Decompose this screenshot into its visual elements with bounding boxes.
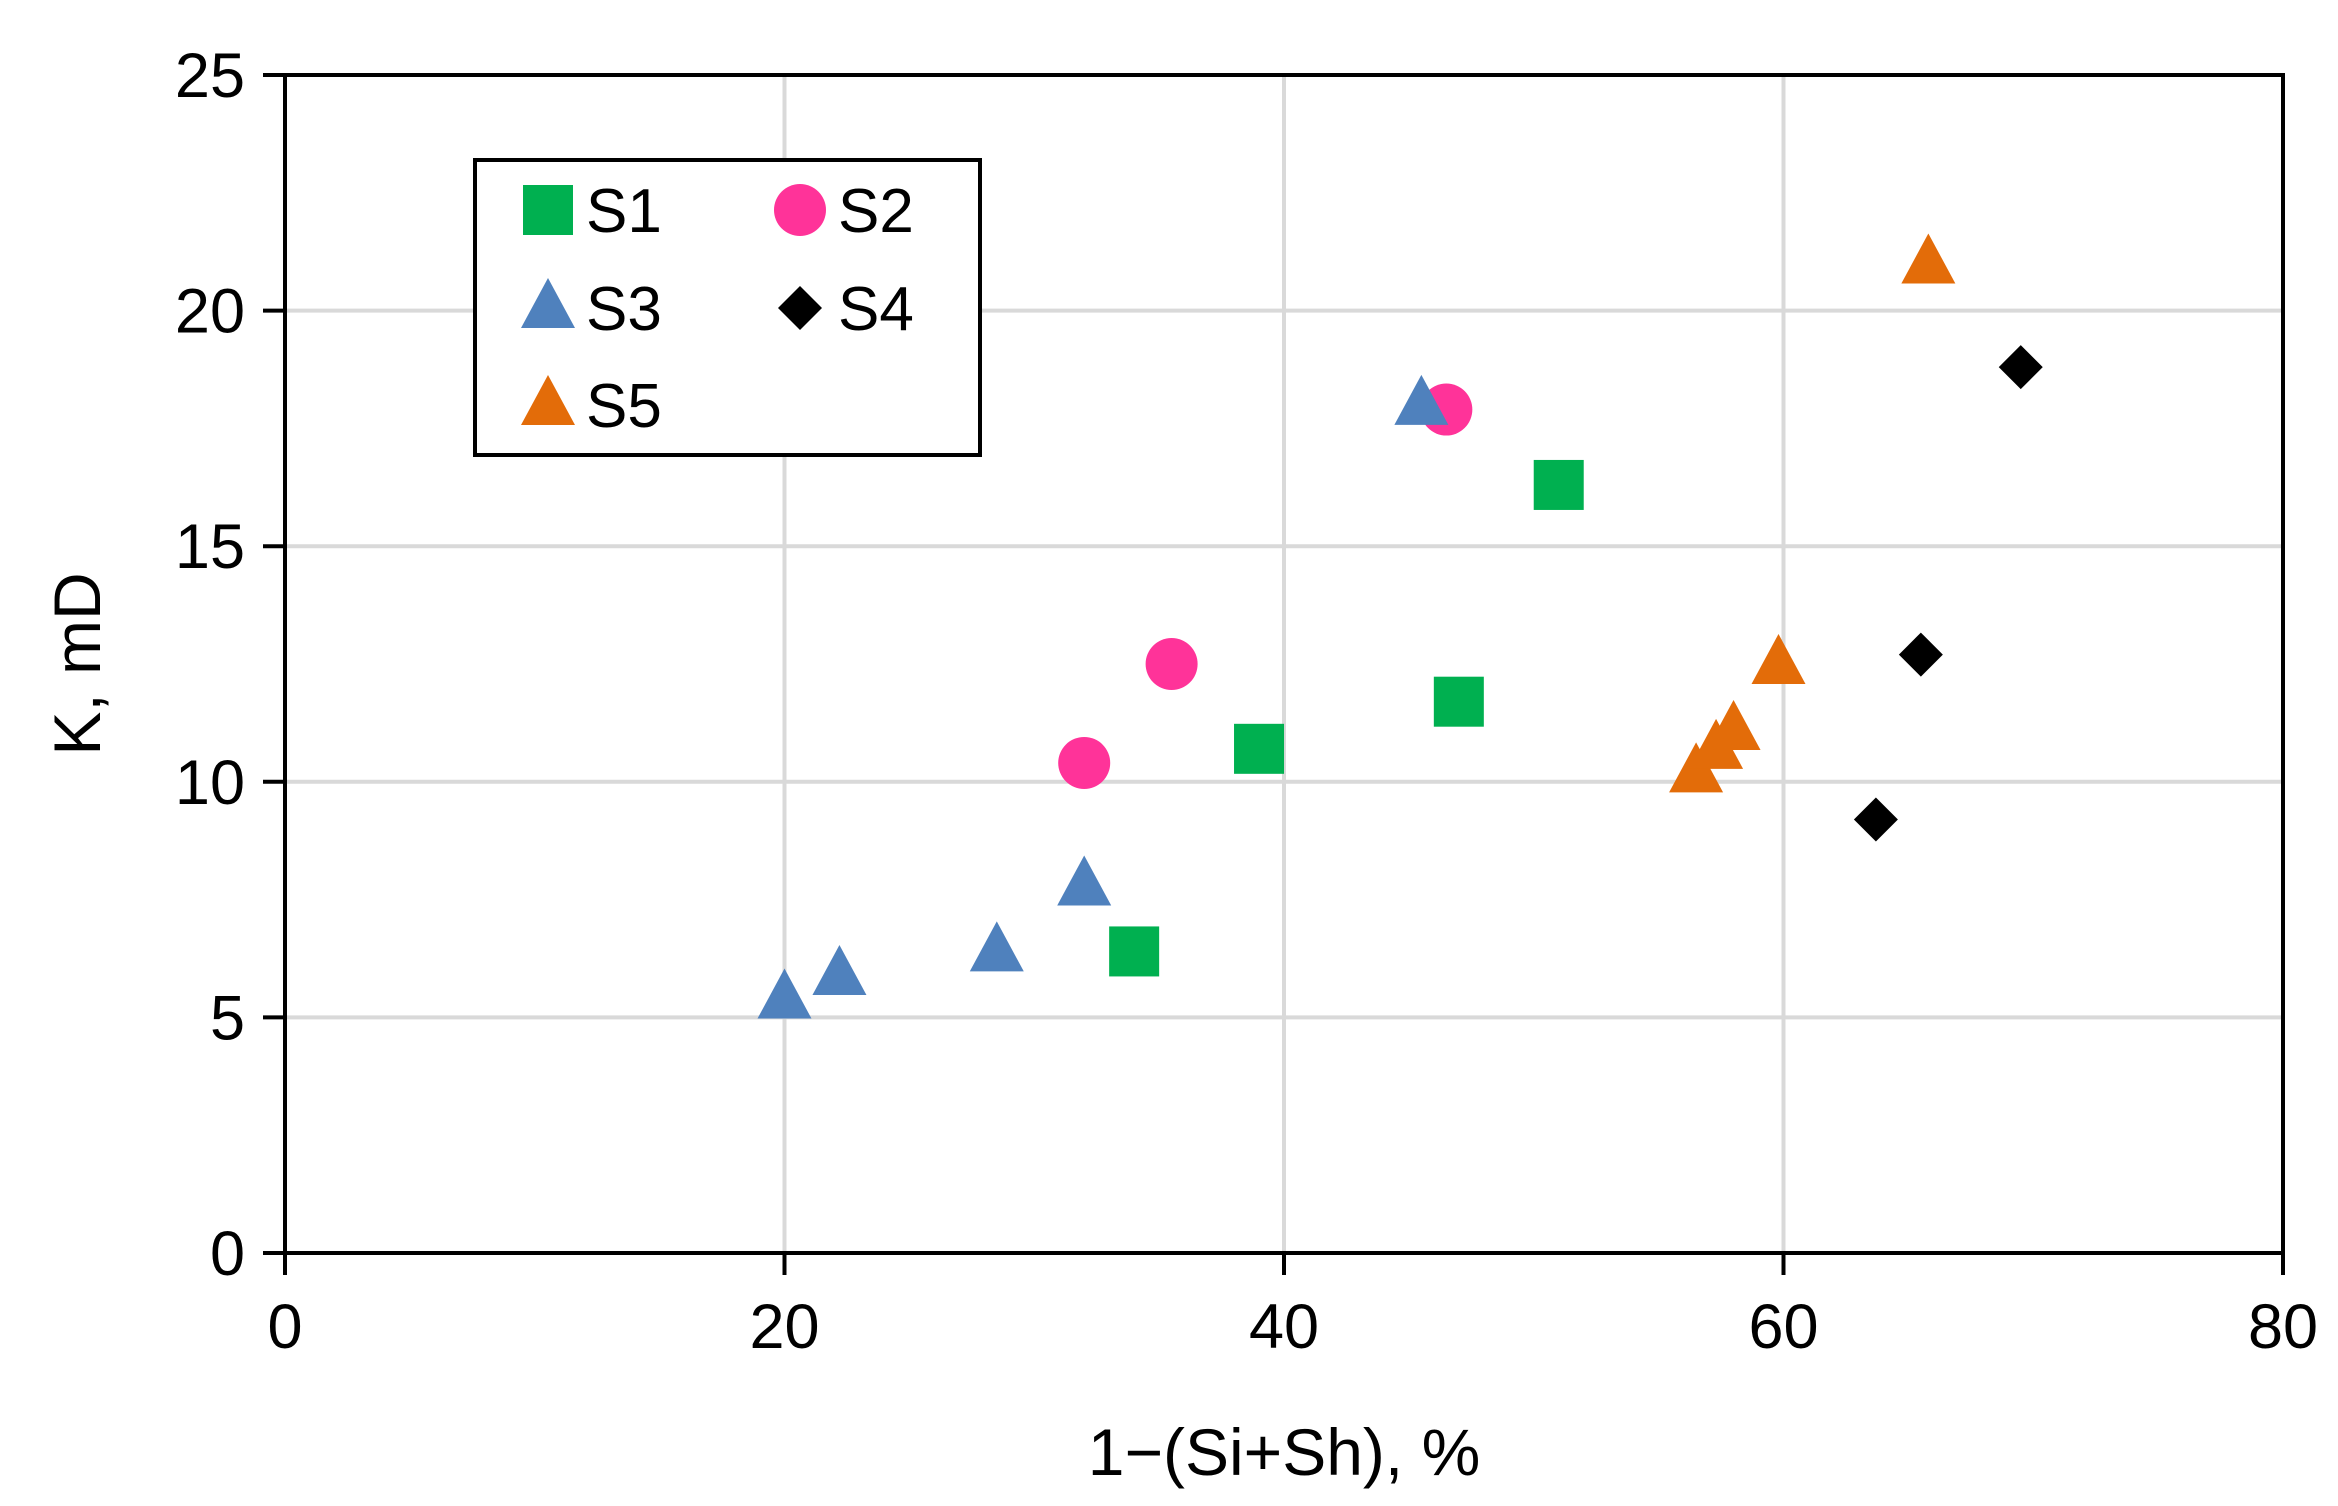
data-point-s1 <box>1234 723 1285 774</box>
legend-marker-s1 <box>523 185 573 235</box>
data-point-s2 <box>1145 638 1198 690</box>
legend-label-s4: S4 <box>838 275 914 344</box>
data-point-s5 <box>1751 634 1806 684</box>
legend-marker-s5 <box>521 375 575 425</box>
data-point-s2 <box>1058 736 1111 789</box>
data-point-s3 <box>1057 855 1112 906</box>
legend-item-s5: S5 <box>521 372 662 441</box>
series-s3 <box>757 374 1449 1019</box>
data-point-s5 <box>1706 699 1761 750</box>
legend-marker-s4 <box>778 286 822 330</box>
axis-ticks: 0 20 40 60 80 0 5 10 15 20 25 <box>175 41 2318 1362</box>
data-points <box>757 233 2043 1019</box>
legend-item-s2: S2 <box>774 177 914 246</box>
y-tick-label: 5 <box>210 983 245 1053</box>
legend-label-s5: S5 <box>586 372 662 441</box>
y-tick-label: 0 <box>210 1219 245 1289</box>
y-axis-title: K, mD <box>40 572 114 755</box>
data-point-s3 <box>812 944 867 995</box>
series-s1 <box>1109 459 1584 977</box>
data-point-s1 <box>1433 676 1484 727</box>
data-point-s4 <box>1898 632 1943 677</box>
y-tick-label: 15 <box>175 512 245 582</box>
legend-marker-s2 <box>774 184 826 236</box>
legend-label-s3: S3 <box>586 275 662 344</box>
legend-item-s3: S3 <box>521 275 662 344</box>
x-tick-label: 20 <box>749 1292 819 1362</box>
y-tick-label: 25 <box>175 41 245 111</box>
x-tick-label: 0 <box>267 1292 302 1362</box>
legend-marker-s3 <box>521 278 575 328</box>
x-axis-title: 1−(Si+Sh), % <box>1088 1415 1481 1489</box>
legend-label-s1: S1 <box>586 177 662 246</box>
data-point-s4 <box>1853 797 1898 842</box>
series-s4 <box>1853 345 2043 842</box>
data-point-s3 <box>1394 374 1449 425</box>
data-point-s3 <box>969 921 1024 972</box>
data-point-s1 <box>1109 926 1160 977</box>
data-point-s4 <box>1998 345 2043 390</box>
y-tick-label: 20 <box>175 277 245 347</box>
legend-label-s2: S2 <box>838 177 914 246</box>
data-point-s1 <box>1533 459 1584 510</box>
y-tick-label: 10 <box>175 748 245 818</box>
x-tick-label: 40 <box>1249 1292 1319 1362</box>
series-s5 <box>1669 233 1956 793</box>
legend-item-s4: S4 <box>778 275 914 344</box>
x-tick-label: 80 <box>2248 1292 2318 1362</box>
legend-item-s1: S1 <box>523 177 662 246</box>
data-point-s5 <box>1901 233 1956 284</box>
legend: S1 S2 S3 S4 S5 <box>473 158 982 457</box>
data-point-s3 <box>757 968 812 1019</box>
x-tick-label: 60 <box>1748 1292 1818 1362</box>
